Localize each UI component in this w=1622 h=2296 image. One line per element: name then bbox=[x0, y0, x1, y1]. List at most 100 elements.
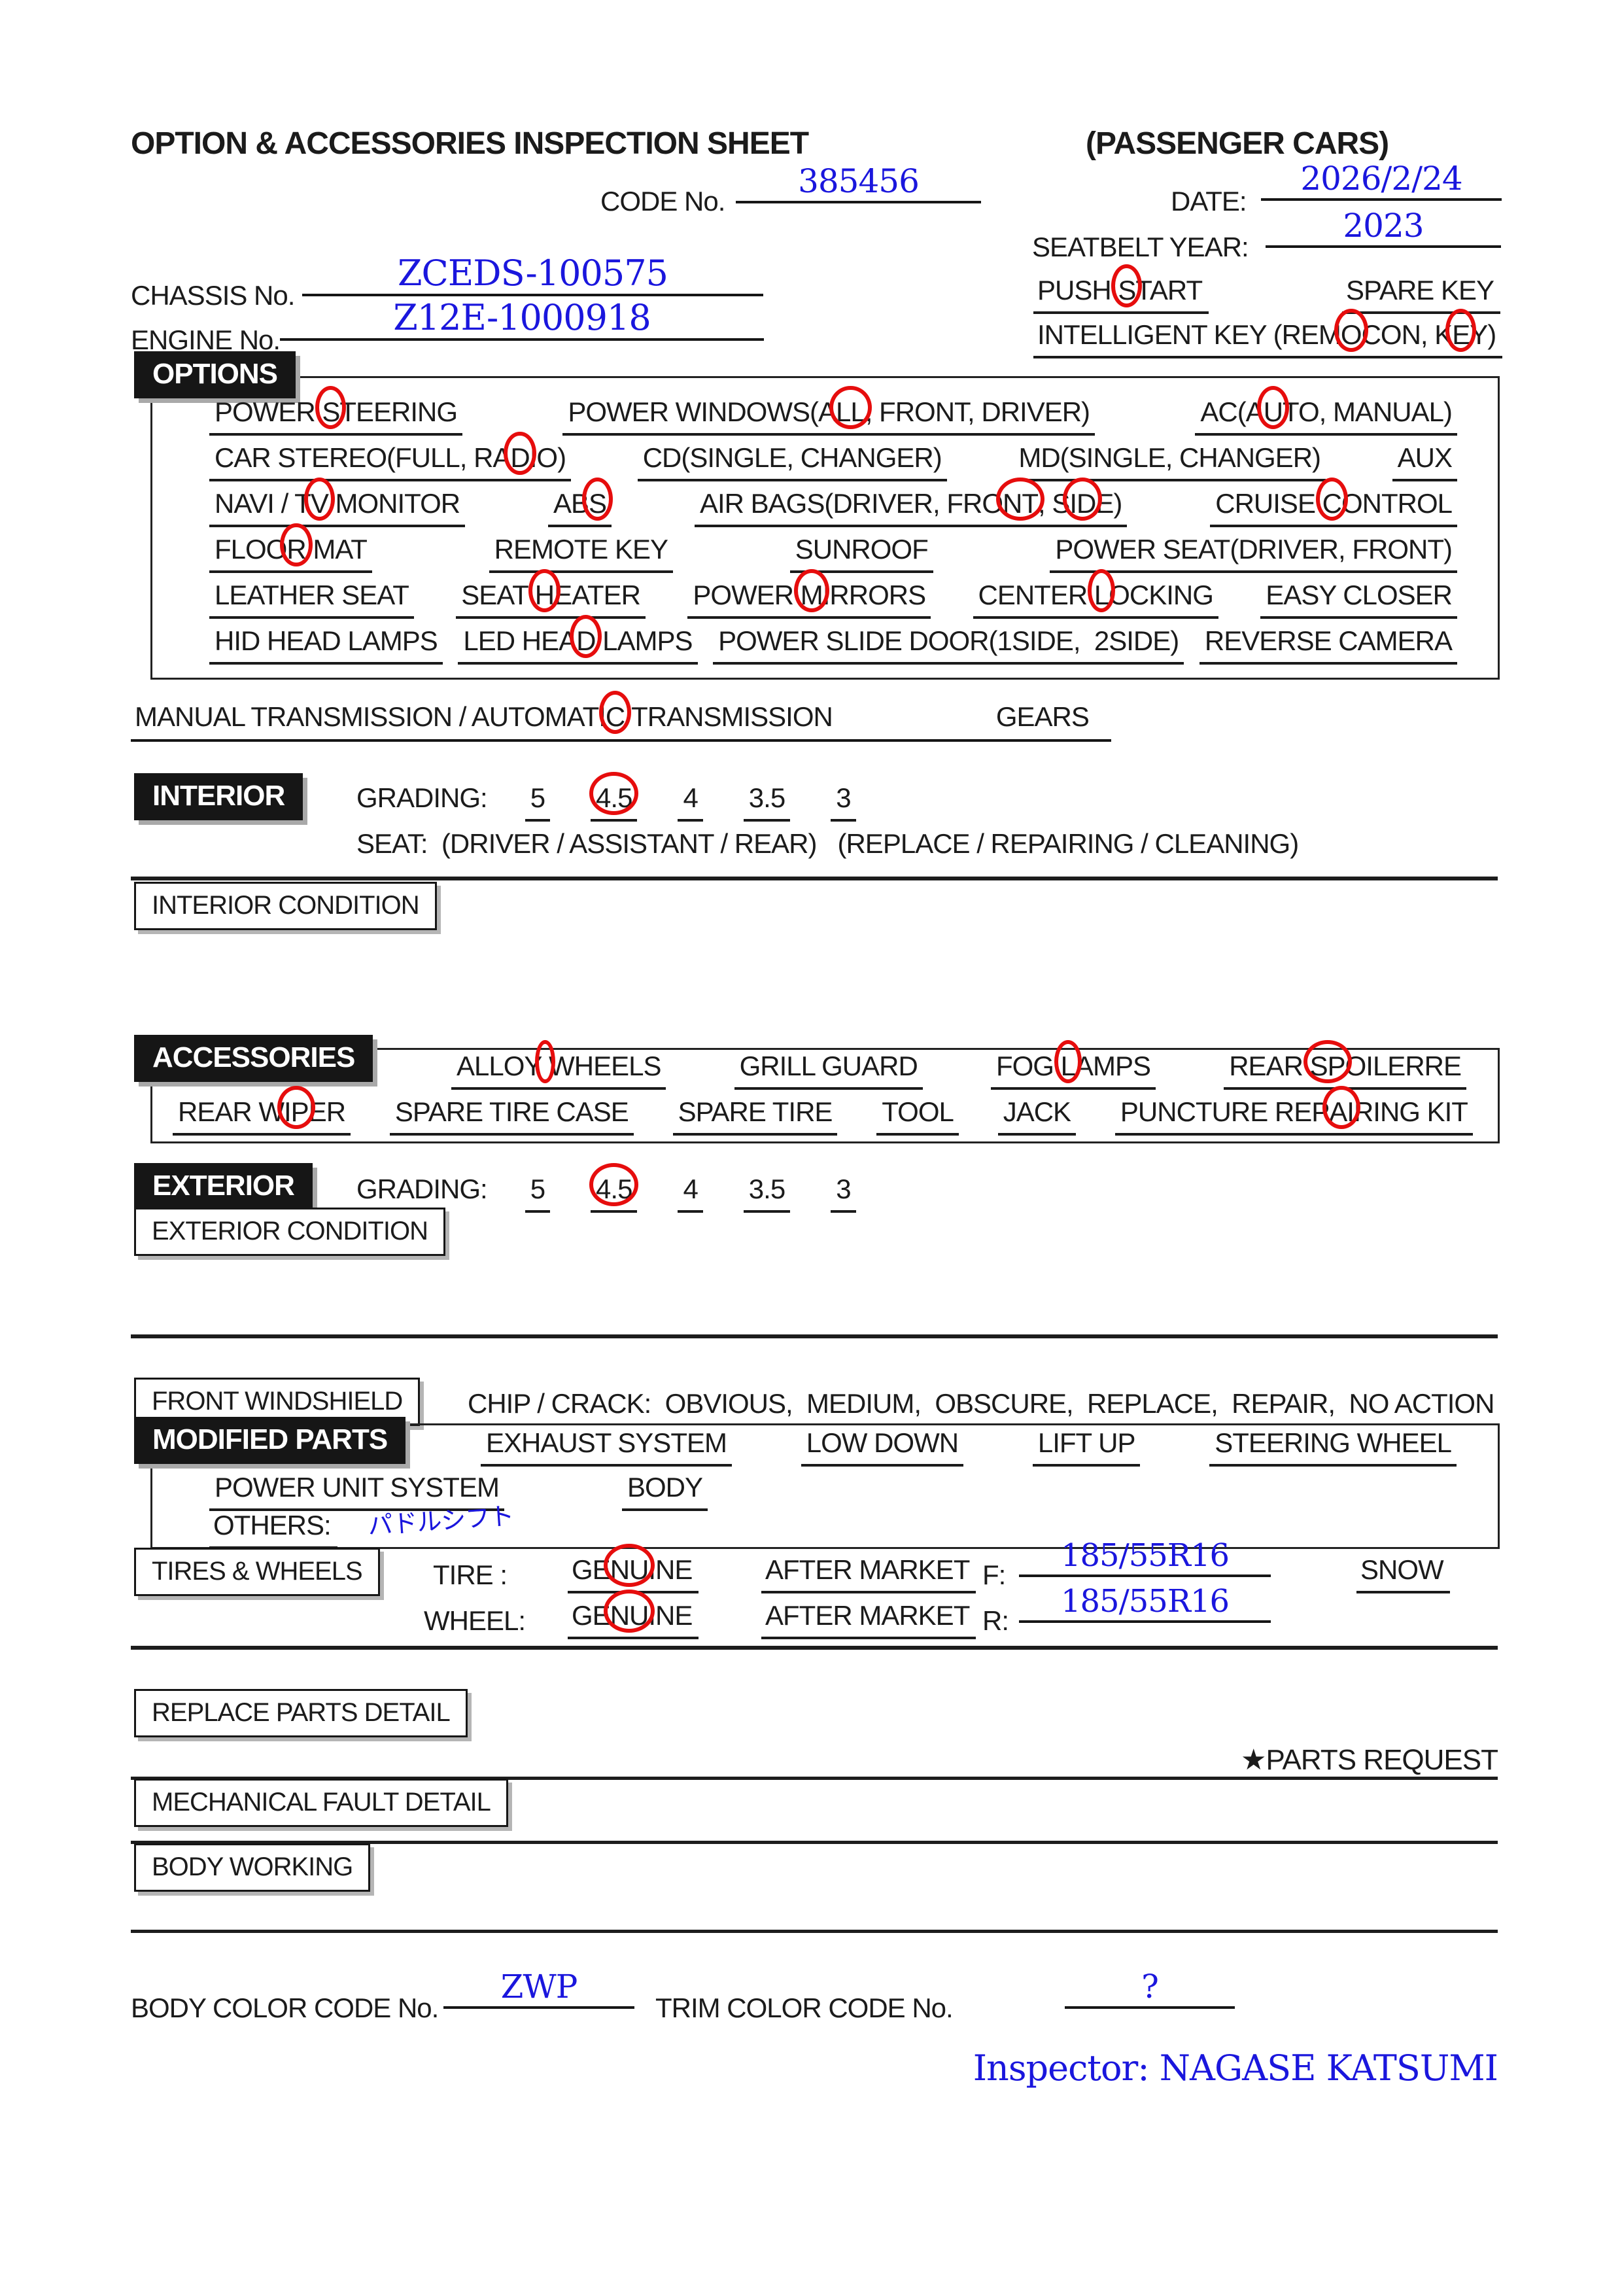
section-divider-2 bbox=[131, 1646, 1498, 1650]
accessory-jack: JACK bbox=[997, 1095, 1077, 1136]
interior-condition-label: INTERIOR CONDITION bbox=[134, 882, 437, 930]
option-cruise-control: CRUISE CONTROL bbox=[1210, 477, 1457, 528]
exterior-grade-3: 3 bbox=[831, 1172, 856, 1213]
engine-field: Z12E-1000918 bbox=[280, 298, 764, 341]
option-easy-closer: EASY CLOSER bbox=[1260, 578, 1457, 619]
options-section-label: OPTIONS bbox=[134, 351, 296, 398]
option-power-steering: POWER STEERING bbox=[209, 385, 463, 436]
option-power-windows: POWER WINDOWS(ALL, FRONT, DRIVER) bbox=[562, 385, 1096, 436]
modified-parts-row-2: POWER UNIT SYSTEM BODY bbox=[209, 1470, 708, 1511]
accessories-row-1: ALLOY WHEELS GRILL GUARD FOG LAMPS REAR SPO… bbox=[451, 1039, 1466, 1090]
seatbelt-year-label: SEATBELT YEAR: bbox=[1032, 232, 1249, 262]
front-size-label: F: bbox=[982, 1559, 1006, 1590]
accessory-spare-tire: SPARE TIRE bbox=[672, 1095, 838, 1136]
date-field: 2026/2/24 bbox=[1261, 161, 1502, 201]
red-circle-annotation bbox=[535, 1039, 555, 1084]
body-color-label: BODY COLOR CODE No. bbox=[131, 1992, 439, 2023]
red-circle-annotation: O bbox=[1334, 308, 1368, 353]
accessories-row-2: REAR WIPER SPARE TIRE CASE SPARE TIRE TOOL J… bbox=[173, 1085, 1473, 1136]
trim-color-label: TRIM COLOR CODE No. bbox=[655, 1992, 954, 2023]
code-field: 385456 bbox=[736, 164, 981, 203]
option-center-locking: CENTER LOCKING bbox=[973, 568, 1218, 619]
options-row-2: CAR STEREO(FULL, RADIO) CD(SINGLE, CHANGE… bbox=[209, 431, 1457, 482]
modified-low-down: LOW DOWN bbox=[801, 1426, 964, 1467]
exterior-grading-label: GRADING: bbox=[356, 1174, 488, 1204]
accessory-alloy-wheels: ALLOY WHEELS bbox=[451, 1039, 666, 1090]
front-size-value: 185/55R16 bbox=[1060, 1537, 1230, 1574]
section-divider-3 bbox=[131, 1777, 1498, 1780]
replace-parts-detail-label: REPLACE PARTS DETAIL bbox=[134, 1689, 468, 1737]
red-circle-annotation: H bbox=[528, 568, 561, 613]
exterior-condition-label: EXTERIOR CONDITION bbox=[134, 1208, 446, 1256]
option-abs: ABS bbox=[547, 477, 613, 528]
accessory-fog-lamps: FOG LAMPS bbox=[990, 1039, 1156, 1090]
tire-genuine-item: GENUINE bbox=[568, 1543, 699, 1594]
modified-body: BODY bbox=[621, 1470, 708, 1511]
red-circle-annotation: D bbox=[569, 614, 602, 659]
options-row-4: FLOOR MAT REMOTE KEY SUNROOF POWER SEAT(DRI… bbox=[209, 523, 1457, 574]
chip-crack-line: CHIP / CRACK: OBVIOUS, MEDIUM, OBSCURE, … bbox=[468, 1388, 1494, 1419]
rear-size-label: R: bbox=[982, 1605, 1009, 1636]
engine-value: Z12E-1000918 bbox=[393, 297, 651, 338]
option-navi-tv-monitor: NAVI / TV MONITOR bbox=[209, 477, 466, 528]
interior-grade-3-5: 3.5 bbox=[743, 781, 791, 822]
option-seat-heater: SEAT HEATER bbox=[456, 568, 646, 619]
chassis-label: CHASSIS No. bbox=[131, 280, 295, 311]
chassis-value: ZCEDS-100575 bbox=[398, 252, 668, 294]
exterior-grade-5: 5 bbox=[525, 1172, 551, 1213]
rear-size-value: 185/55R16 bbox=[1060, 1583, 1230, 1620]
red-circle-annotation: NU bbox=[603, 1589, 655, 1633]
option-cd: CD(SINGLE, CHANGER) bbox=[637, 441, 947, 482]
option-power-mirrors: POWER MIRRORS bbox=[687, 568, 931, 619]
options-box bbox=[150, 376, 1500, 680]
chassis-field: ZCEDS-100575 bbox=[302, 252, 763, 297]
option-sunroof: SUNROOF bbox=[789, 532, 933, 574]
exterior-grade-4: 4 bbox=[678, 1172, 703, 1213]
seatbelt-year-value: 2023 bbox=[1343, 207, 1424, 245]
option-reverse-camera: REVERSE CAMERA bbox=[1199, 624, 1457, 665]
red-circle-annotation: L bbox=[1087, 568, 1116, 613]
push-start-item: PUSH START bbox=[1033, 264, 1209, 315]
exterior-grade-3-5: 3.5 bbox=[743, 1172, 791, 1213]
wheel-after-market-item: AFTER MARKET bbox=[761, 1599, 976, 1640]
gears-label: GEARS bbox=[995, 701, 1090, 732]
red-circle-annotation: M bbox=[793, 568, 829, 613]
red-circle-annotation: SP bbox=[1303, 1039, 1352, 1084]
red-circle-annotation: S bbox=[582, 477, 613, 521]
inspector-signature: Inspector: NAGASE KATSUMI bbox=[973, 2047, 1498, 2089]
accessories-box bbox=[150, 1048, 1500, 1143]
modified-parts-row-1: EXHAUST SYSTEM LOW DOWN LIFT UP STEERING WH… bbox=[481, 1426, 1457, 1467]
tire-after-market-item: AFTER MARKET bbox=[761, 1553, 976, 1594]
others-label: OTHERS: bbox=[209, 1508, 337, 1550]
red-circle-annotation: D bbox=[504, 431, 537, 476]
accessory-tool: TOOL bbox=[876, 1095, 959, 1136]
option-leather-seat: LEATHER SEAT bbox=[209, 578, 414, 619]
interior-grading-label: GRADING: bbox=[356, 782, 488, 813]
accessory-puncture-repairing-kit: PUNCTURE REPAIRING KIT bbox=[1114, 1085, 1473, 1136]
engine-label: ENGINE No. bbox=[131, 324, 281, 355]
date-value: 2026/2/24 bbox=[1300, 160, 1462, 198]
red-circle-annotation: AI bbox=[1322, 1085, 1360, 1130]
options-row-6: HID HEAD LAMPS LED HEAD LAMPS POWER SLIDE … bbox=[209, 614, 1457, 665]
red-circle-annotation: 4.5 bbox=[589, 1163, 639, 1206]
transmission-line: MANUAL TRANSMISSION / AUTOMATIC TRANSMIS… bbox=[131, 691, 1111, 742]
interior-grades: 5 4.5 4 3.5 3 bbox=[525, 772, 856, 822]
red-circle-annotation: NT bbox=[996, 477, 1044, 521]
accessories-section-label: ACCESSORIES bbox=[134, 1035, 373, 1082]
exterior-grades: 5 4.5 4 3.5 3 bbox=[525, 1163, 856, 1213]
accessory-spare-tire-case: SPARE TIRE CASE bbox=[389, 1095, 634, 1136]
interior-grading: GRADING: 5 4.5 4 3.5 3 bbox=[356, 772, 856, 822]
spare-key-item: SPARE KEY bbox=[1342, 273, 1500, 315]
red-circle-annotation: E bbox=[1445, 308, 1477, 353]
red-circle-annotation: IP bbox=[277, 1085, 315, 1130]
red-circle-annotation: U bbox=[1256, 385, 1290, 430]
seat-line: SEAT: (DRIVER / ASSISTANT / REAR) (REPLA… bbox=[356, 828, 1299, 859]
accessory-rear-spoilerre: REAR SPOILERRE bbox=[1224, 1039, 1466, 1090]
modified-exhaust-system: EXHAUST SYSTEM bbox=[481, 1426, 732, 1467]
section-divider-4 bbox=[131, 1841, 1498, 1844]
exterior-section-label: EXTERIOR bbox=[134, 1163, 313, 1210]
interior-grade-4: 4 bbox=[678, 781, 703, 822]
body-color-value: ZWP bbox=[500, 1968, 578, 2006]
front-size-field: 185/55R16 bbox=[1019, 1539, 1271, 1577]
